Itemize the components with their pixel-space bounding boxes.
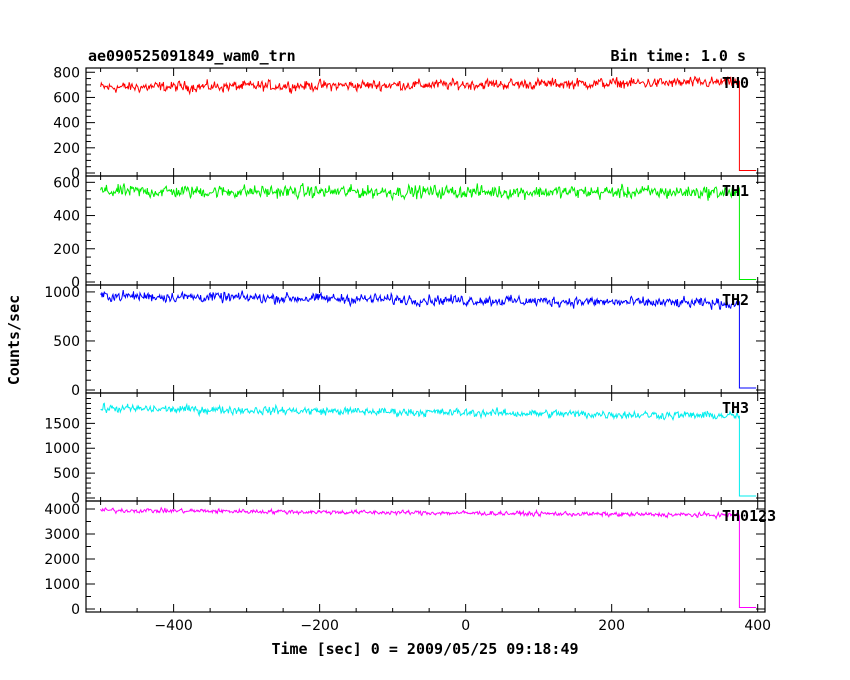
y-tick-label: 0 bbox=[71, 602, 80, 618]
x-tick-label: 400 bbox=[744, 618, 771, 634]
x-axis: −400 −200 0 200 400 bbox=[154, 618, 771, 634]
series-label-th1: TH1 bbox=[722, 182, 749, 200]
x-tick-label: 0 bbox=[461, 618, 470, 634]
y-tick-label: 800 bbox=[53, 65, 80, 81]
chart-title: ae090525091849_wam0_trn bbox=[88, 47, 296, 65]
x-tick-label: −400 bbox=[154, 618, 192, 634]
series-label-th0123: TH0123 bbox=[722, 507, 776, 525]
x-tick-label: 200 bbox=[598, 618, 625, 634]
y-tick-label: 1500 bbox=[44, 416, 80, 432]
panel-th0123: 0 1000 2000 3000 4000 TH0123 bbox=[44, 500, 776, 618]
y-tick-label: 3000 bbox=[44, 527, 80, 543]
panel-th1: 0 200 400 600 TH1 bbox=[53, 175, 766, 291]
series-label-th3: TH3 bbox=[722, 399, 749, 417]
panel-th2: 0 500 1000 TH2 bbox=[44, 284, 766, 399]
y-axis-label: Counts/sec bbox=[5, 295, 23, 385]
x-axis-label: Time [sec] 0 = 2009/05/25 09:18:49 bbox=[271, 640, 578, 658]
y-tick-label: 600 bbox=[53, 175, 80, 191]
panel-th3: 0 500 1000 1500 TH3 bbox=[44, 392, 766, 507]
series-label-th0: TH0 bbox=[722, 74, 749, 92]
y-tick-label: 0 bbox=[71, 166, 80, 182]
y-tick-label: 600 bbox=[53, 90, 80, 106]
panels: 0 200 400 600 800 TH0 0 200 400 600 TH1 0 500 1000 TH2… bbox=[44, 65, 776, 618]
y-tick-label: 1000 bbox=[44, 285, 80, 301]
y-tick-label: 0 bbox=[71, 491, 80, 507]
x-tick-label: −200 bbox=[300, 618, 338, 634]
y-tick-label: 2000 bbox=[44, 552, 80, 568]
bin-time-label: Bin time: 1.0 s bbox=[611, 47, 746, 65]
series-line-th3 bbox=[100, 402, 757, 497]
y-tick-label: 200 bbox=[53, 141, 80, 157]
y-tick-label: 0 bbox=[71, 383, 80, 399]
panel-frame bbox=[85, 500, 766, 613]
y-tick-label: 400 bbox=[53, 209, 80, 225]
series-line-th1 bbox=[100, 183, 757, 280]
series-line-th0 bbox=[100, 75, 757, 171]
panel-th0: 0 200 400 600 800 TH0 bbox=[53, 65, 766, 182]
y-tick-label: 400 bbox=[53, 116, 80, 132]
y-tick-label: 500 bbox=[53, 334, 80, 350]
y-tick-label: 500 bbox=[53, 466, 80, 482]
series-line-th0123 bbox=[100, 506, 757, 608]
y-tick-label: 1000 bbox=[44, 577, 80, 593]
series-label-th2: TH2 bbox=[722, 291, 749, 309]
y-tick-label: 0 bbox=[71, 275, 80, 291]
series-line-th2 bbox=[100, 290, 757, 389]
y-tick-label: 4000 bbox=[44, 502, 80, 518]
y-tick-label: 200 bbox=[53, 242, 80, 258]
y-tick-label: 1000 bbox=[44, 441, 80, 457]
